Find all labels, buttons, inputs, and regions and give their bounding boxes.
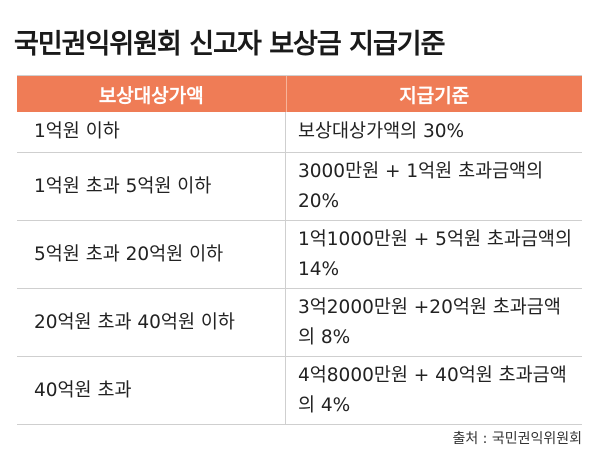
amount-range-cell: 20억원 초과 40억원 이하 (17, 289, 286, 356)
criteria-cell: 보상대상가액의 30% (298, 121, 465, 142)
source-caption: 출처 : 국민권익위원회 (452, 431, 582, 447)
header-target-amount: 보상대상가액 (17, 76, 287, 112)
criteria-cell: 1억1000만원 + 5억원 초과금액의 14% (298, 228, 572, 280)
criteria-cell: 3억2000만원 +20억원 초과금액의 8% (298, 296, 561, 348)
criteria-cell: 4억8000만원 + 40억원 초과금액의 4% (298, 364, 567, 416)
table-row: 20억원 초과 40억원 이하 3억2000만원 +20억원 초과금액의 8% (17, 289, 582, 357)
amount-range-cell: 40억원 초과 (17, 357, 286, 424)
amount-range-cell: 1억원 초과 5억원 이하 (17, 153, 286, 220)
amount-range-cell: 1억원 이하 (17, 112, 286, 152)
reward-criteria-table: 보상대상가액 지급기준 1억원 이하 보상대상가액의 30% 1억원 초과 5억… (17, 75, 582, 425)
criteria-cell: 3000만원 + 1억원 초과금액의 20% (298, 160, 544, 212)
table-header-row: 보상대상가액 지급기준 (17, 76, 582, 112)
table-row: 1억원 이하 보상대상가액의 30% (17, 112, 582, 153)
amount-range-cell: 5억원 초과 20억원 이하 (17, 221, 286, 288)
table-row: 40억원 초과 4억8000만원 + 40억원 초과금액의 4% (17, 357, 582, 425)
table-row: 1억원 초과 5억원 이하 3000만원 + 1억원 초과금액의 20% (17, 153, 582, 221)
header-payment-criteria: 지급기준 (399, 84, 470, 107)
page-title: 국민권익위원회 신고자 보상금 지급기준 (14, 29, 445, 60)
table-row: 5억원 초과 20억원 이하 1억1000만원 + 5억원 초과금액의 14% (17, 221, 582, 289)
